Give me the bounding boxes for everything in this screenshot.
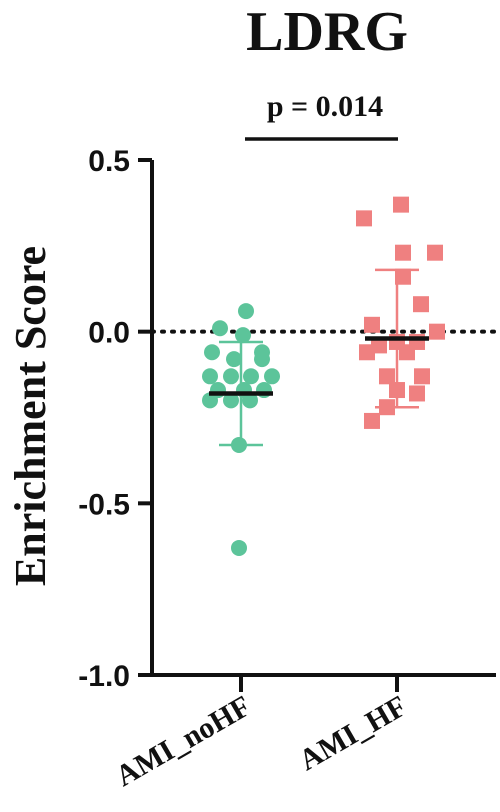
p-value-annotation: p = 0.014 <box>267 90 383 123</box>
x-tick-label: AMI_noHF <box>110 689 256 793</box>
data-point-square <box>395 244 411 261</box>
data-point-circle <box>242 392 258 409</box>
y-tick-label: -0.5 <box>78 488 130 521</box>
data-marks <box>202 196 445 556</box>
data-point-circle <box>202 368 218 385</box>
data-point-square <box>399 344 415 361</box>
data-point-circle <box>204 344 220 361</box>
data-point-circle <box>264 368 280 385</box>
data-point-square <box>427 244 443 261</box>
y-axis-label: Enrichment Score <box>6 246 55 586</box>
x-tick-label: AMI_HF <box>294 689 413 777</box>
data-point-square <box>364 316 380 333</box>
data-point-circle <box>235 327 251 344</box>
data-point-square <box>356 210 372 227</box>
data-point-circle <box>254 351 270 368</box>
data-point-circle <box>238 303 254 320</box>
data-point-circle <box>243 368 259 385</box>
x-ticks: AMI_noHF AMI_HF <box>110 675 413 793</box>
data-point-circle <box>202 392 218 409</box>
data-point-square <box>395 268 411 285</box>
data-point-circle <box>223 368 239 385</box>
data-point-circle <box>226 351 242 368</box>
data-point-square <box>414 368 430 385</box>
data-point-square <box>393 196 409 213</box>
data-point-square <box>379 368 395 385</box>
data-point-square <box>429 323 445 340</box>
y-tick-label: 0.5 <box>88 145 130 178</box>
chart-title: LDRG <box>246 1 408 63</box>
data-point-circle <box>212 320 228 337</box>
y-tick-label: 0.0 <box>88 317 130 350</box>
y-tick-label: -1.0 <box>78 660 130 693</box>
y-ticks: 0.5 0.0 -0.5 -1.0 <box>78 145 152 693</box>
data-point-square <box>409 385 425 402</box>
data-point-square <box>413 296 429 313</box>
data-point-square <box>364 412 380 429</box>
axes <box>150 160 496 677</box>
data-point-square <box>359 344 375 361</box>
data-point-circle <box>223 392 239 409</box>
data-point-circle <box>231 539 247 556</box>
